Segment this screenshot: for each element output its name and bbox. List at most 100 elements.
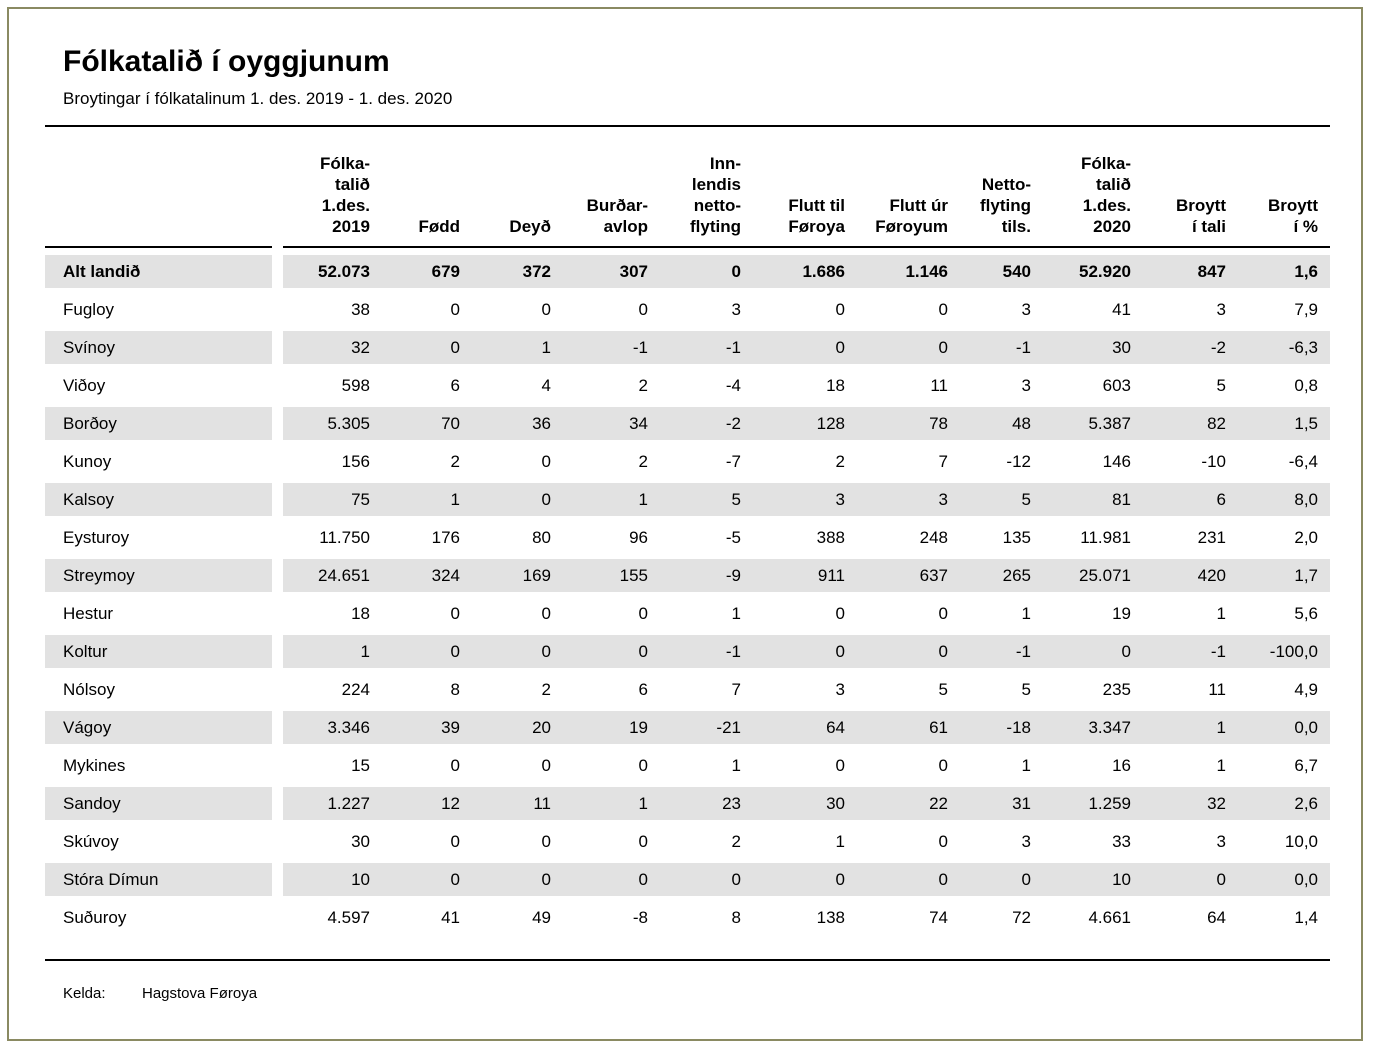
value-cell: 224	[283, 673, 382, 711]
value-cell: 847	[1143, 248, 1238, 293]
value-cell: 0	[382, 635, 472, 673]
value-cell: 5	[857, 673, 960, 711]
table-row: Fugloy 38 0 0 0 3 0 0 3 41 3 7,9	[45, 293, 1330, 331]
value-cell: 1.259	[1043, 787, 1143, 825]
header-cell-island	[45, 127, 272, 248]
column-gap	[272, 901, 283, 939]
value-cell: 0	[857, 331, 960, 369]
value-cell: 0	[563, 293, 660, 331]
value-cell: -100,0	[1238, 635, 1330, 673]
value-cell: 22	[857, 787, 960, 825]
value-cell: 39	[382, 711, 472, 749]
value-cell: 30	[753, 787, 857, 825]
value-cell: 248	[857, 521, 960, 559]
value-cell: 1	[1143, 711, 1238, 749]
value-cell: 0	[382, 825, 472, 863]
island-name-cell: Kunoy	[45, 445, 272, 483]
value-cell: -10	[1143, 445, 1238, 483]
column-gap	[272, 293, 283, 331]
value-cell: 4.597	[283, 901, 382, 939]
page-title: Fólkatalið í oyggjunum	[63, 45, 390, 78]
value-cell: 7	[857, 445, 960, 483]
table-row: Vágoy 3.346 39 20 19 -21 64 61 -18 3.347…	[45, 711, 1330, 749]
value-cell: 10,0	[1238, 825, 1330, 863]
value-cell: -1	[960, 635, 1043, 673]
value-cell: 19	[563, 711, 660, 749]
value-cell: 11	[1143, 673, 1238, 711]
value-cell: 38	[283, 293, 382, 331]
value-cell: 2,0	[1238, 521, 1330, 559]
value-cell: 6	[382, 369, 472, 407]
value-cell: 3	[857, 483, 960, 521]
column-gap	[272, 127, 283, 248]
column-gap	[272, 445, 283, 483]
value-cell: 1	[283, 635, 382, 673]
header-cell-died: Deyð	[472, 127, 563, 248]
value-cell: 80	[472, 521, 563, 559]
value-cell: 2	[660, 825, 753, 863]
table-row: Sandoy 1.227 12 11 1 23 30 22 31 1.259 3…	[45, 787, 1330, 825]
island-name-cell: Koltur	[45, 635, 272, 673]
value-cell: 372	[472, 248, 563, 293]
value-cell: 155	[563, 559, 660, 597]
value-cell: 1	[660, 749, 753, 787]
value-cell: 30	[1043, 331, 1143, 369]
value-cell: 70	[382, 407, 472, 445]
island-name-cell: Skúvoy	[45, 825, 272, 863]
value-cell: 0	[753, 635, 857, 673]
table-row: Streymoy 24.651 324 169 155 -9 911 637 2…	[45, 559, 1330, 597]
value-cell: 0	[472, 445, 563, 483]
value-cell: 2	[563, 369, 660, 407]
top-rule	[45, 125, 1330, 127]
value-cell: 5,6	[1238, 597, 1330, 635]
value-cell: 0	[472, 749, 563, 787]
table-row: Skúvoy 30 0 0 0 2 1 0 3 33 3 10,0	[45, 825, 1330, 863]
value-cell: 0	[472, 293, 563, 331]
table-row: Eysturoy 11.750 176 80 96 -5 388 248 135…	[45, 521, 1330, 559]
value-cell: 0	[382, 293, 472, 331]
value-cell: 19	[1043, 597, 1143, 635]
value-cell: 388	[753, 521, 857, 559]
value-cell: -18	[960, 711, 1043, 749]
value-cell: 6	[1143, 483, 1238, 521]
value-cell: 7,9	[1238, 293, 1330, 331]
value-cell: 0	[472, 483, 563, 521]
value-cell: 11.981	[1043, 521, 1143, 559]
table-body: Alt landið 52.073 679 372 307 0 1.686 1.…	[45, 248, 1330, 939]
value-cell: 231	[1143, 521, 1238, 559]
value-cell: -6,3	[1238, 331, 1330, 369]
value-cell: 138	[753, 901, 857, 939]
table-row: Svínoy 32 0 1 -1 -1 0 0 -1 30 -2 -6,3	[45, 331, 1330, 369]
value-cell: 0	[472, 863, 563, 901]
value-cell: 0	[382, 331, 472, 369]
value-cell: 11.750	[283, 521, 382, 559]
value-cell: 3	[753, 483, 857, 521]
value-cell: -21	[660, 711, 753, 749]
value-cell: 1.146	[857, 248, 960, 293]
value-cell: 1,5	[1238, 407, 1330, 445]
value-cell: 0	[960, 863, 1043, 901]
value-cell: 0	[563, 825, 660, 863]
island-name-cell: Eysturoy	[45, 521, 272, 559]
value-cell: 74	[857, 901, 960, 939]
value-cell: 0	[857, 863, 960, 901]
table-row: Nólsoy 224 8 2 6 7 3 5 5 235 11 4,9	[45, 673, 1330, 711]
value-cell: 6,7	[1238, 749, 1330, 787]
value-cell: 82	[1143, 407, 1238, 445]
value-cell: 5	[960, 483, 1043, 521]
column-gap	[272, 787, 283, 825]
value-cell: 31	[960, 787, 1043, 825]
value-cell: 128	[753, 407, 857, 445]
value-cell: 176	[382, 521, 472, 559]
value-cell: 6	[563, 673, 660, 711]
value-cell: 1	[563, 483, 660, 521]
value-cell: -1	[660, 635, 753, 673]
island-name-cell: Streymoy	[45, 559, 272, 597]
island-name-cell: Nólsoy	[45, 673, 272, 711]
value-cell: 0	[857, 825, 960, 863]
value-cell: -1	[563, 331, 660, 369]
value-cell: 18	[753, 369, 857, 407]
value-cell: 5.305	[283, 407, 382, 445]
value-cell: 41	[382, 901, 472, 939]
header-cell-net-migration-total: Netto- flyting tils.	[960, 127, 1043, 248]
